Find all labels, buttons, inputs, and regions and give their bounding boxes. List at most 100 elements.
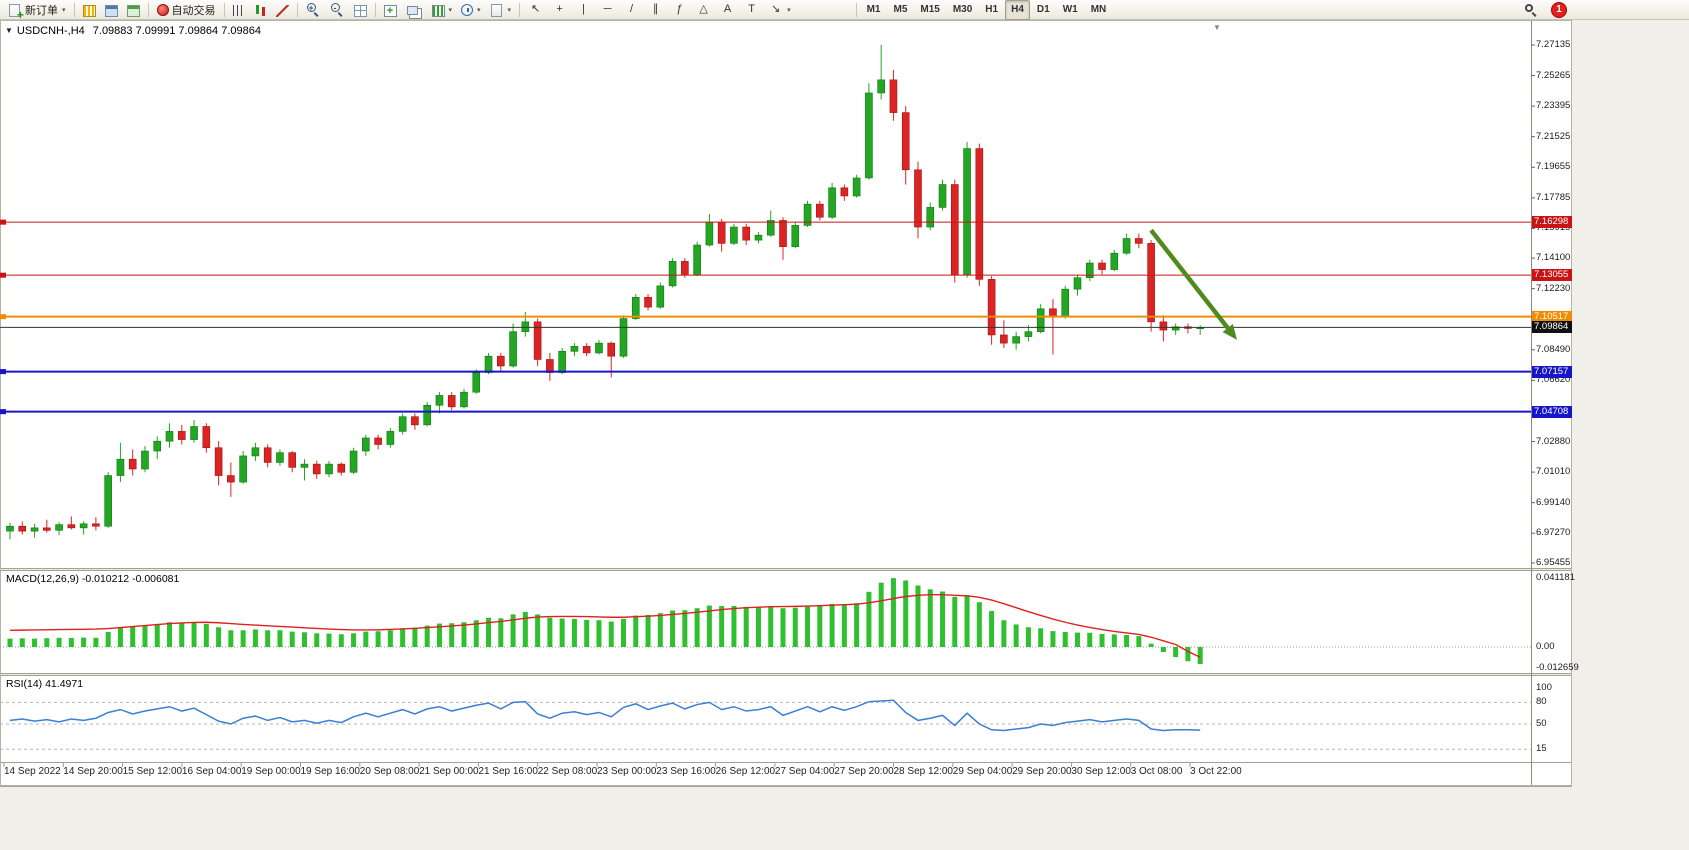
line-chart-button[interactable] <box>272 0 293 20</box>
macd-histogram-bar <box>890 578 896 647</box>
macd-histogram-bar <box>277 630 283 647</box>
macd-histogram-bar <box>1124 634 1130 647</box>
candle-body <box>852 177 861 197</box>
timeframe-d1-button[interactable]: D1 <box>1031 0 1056 20</box>
auto-trading-button-label: 自动交易 <box>171 4 216 17</box>
macd-histogram-bar <box>191 622 197 647</box>
macd-histogram-bar <box>142 625 148 647</box>
candle-body <box>582 346 591 354</box>
navigator-button[interactable] <box>123 0 144 20</box>
candle-body <box>79 523 88 529</box>
macd-histogram-bar <box>829 603 835 647</box>
macd-histogram-bar <box>584 619 590 647</box>
period-selector-button[interactable]: ▾ <box>457 0 485 20</box>
macd-histogram-bar <box>7 638 13 647</box>
notification-badge[interactable]: 1 <box>1551 1 1567 18</box>
cursor-button[interactable]: ↖ <box>524 0 547 20</box>
trendline-button[interactable]: / <box>620 0 643 20</box>
macd-histogram-bar <box>596 620 602 647</box>
timeframe-d1-button-label: D1 <box>1036 4 1050 15</box>
fibonacci-icon: ƒ <box>676 3 683 15</box>
candlestick-chart-button[interactable] <box>250 0 271 20</box>
macd-histogram-bar <box>706 605 712 647</box>
candle-body <box>337 463 346 473</box>
candle-body <box>362 437 370 452</box>
trend-arrow[interactable] <box>1149 228 1230 330</box>
candle-body <box>1085 262 1094 279</box>
timeframe-m1-button[interactable]: M1 <box>861 0 887 20</box>
search-button[interactable] <box>1520 0 1541 20</box>
macd-histogram-bar <box>1173 647 1179 658</box>
market-watch-button[interactable] <box>79 0 100 20</box>
candle-body <box>681 261 689 275</box>
zoom-in-button[interactable] <box>302 0 325 20</box>
bars-icon <box>232 5 245 16</box>
navigator-icon <box>126 4 140 17</box>
macd-histogram-bar <box>682 610 688 647</box>
zoomout-icon <box>330 2 345 17</box>
indicators-button[interactable] <box>380 0 401 20</box>
templates-button[interactable]: ▾ <box>486 0 516 20</box>
candle-body <box>423 404 431 426</box>
text-button[interactable]: A <box>716 0 739 20</box>
toolbar-separator <box>855 2 857 17</box>
channel-button[interactable]: ∥ <box>644 0 667 20</box>
linechart-icon <box>275 4 289 17</box>
candle-body <box>6 525 14 532</box>
timeframe-m5-button[interactable]: M5 <box>887 0 913 20</box>
rsi-line <box>9 699 1201 732</box>
marketwatch-icon <box>82 4 96 17</box>
macd-histogram-bar <box>547 617 553 647</box>
timeframe-h4-button-label: H4 <box>1011 4 1024 15</box>
macd-histogram-bar <box>670 610 676 647</box>
macd-histogram-bar <box>903 580 909 647</box>
fibonacci-button[interactable]: ƒ <box>668 0 691 20</box>
macd-histogram-bar <box>915 585 921 647</box>
macd-histogram-bar <box>1074 632 1080 647</box>
timeframe-h4-button[interactable]: H4 <box>1005 0 1030 20</box>
auto-trading-button[interactable]: 自动交易 <box>153 0 220 20</box>
tile-windows-button[interactable] <box>350 0 371 20</box>
candle-body <box>1098 262 1106 270</box>
candle-body <box>165 431 174 442</box>
timeframe-w1-button[interactable]: W1 <box>1057 0 1084 20</box>
candle-body <box>153 440 162 452</box>
new-order-button[interactable]: 新订单 ▾ <box>4 0 70 22</box>
text-label-button[interactable]: T <box>740 0 763 20</box>
bar-chart-button[interactable] <box>229 0 249 20</box>
macd-histogram-bar <box>228 630 234 647</box>
vertical-line-button[interactable]: | <box>572 0 595 20</box>
data-window-button[interactable] <box>101 0 122 20</box>
candle-body <box>1061 288 1070 318</box>
candle-body <box>1171 326 1180 331</box>
macd-histogram-bar <box>1136 636 1142 647</box>
candle-body <box>214 447 223 476</box>
macd-histogram-bar <box>743 606 749 647</box>
timeframe-mn-button-label: MN <box>1090 4 1107 15</box>
macd-histogram-bar <box>964 595 970 647</box>
arrow-objects-button[interactable]: ↘ ▾ <box>764 0 795 20</box>
macd-histogram-bar <box>486 617 492 647</box>
macd-histogram-bar <box>976 602 982 647</box>
macd-histogram-bar <box>56 637 62 647</box>
timeframe-h1-button[interactable]: H1 <box>979 0 1004 20</box>
candle-body <box>447 395 456 408</box>
crosshair-button[interactable]: + <box>548 0 571 20</box>
candle-body <box>595 342 603 354</box>
arrange-windows-button[interactable] <box>402 0 427 20</box>
macd-histogram-bar <box>817 605 823 647</box>
clock-icon <box>461 4 474 16</box>
horizontal-line-button[interactable]: ─ <box>596 0 619 20</box>
arrange-icon <box>406 6 418 15</box>
candle-body <box>288 452 297 468</box>
zoom-out-button[interactable] <box>326 0 349 20</box>
toolbar-right-group: 1 <box>1520 0 1567 20</box>
candle-body <box>325 463 333 475</box>
macd-histogram-bar <box>731 606 737 647</box>
shapes-button[interactable]: △ <box>692 0 715 20</box>
timeframe-mn-button[interactable]: MN <box>1085 0 1113 20</box>
timeframe-m15-button[interactable]: M15 <box>914 0 945 20</box>
new-chart-button[interactable]: ▾ <box>428 0 457 20</box>
timeframe-m30-button[interactable]: M30 <box>947 0 978 20</box>
